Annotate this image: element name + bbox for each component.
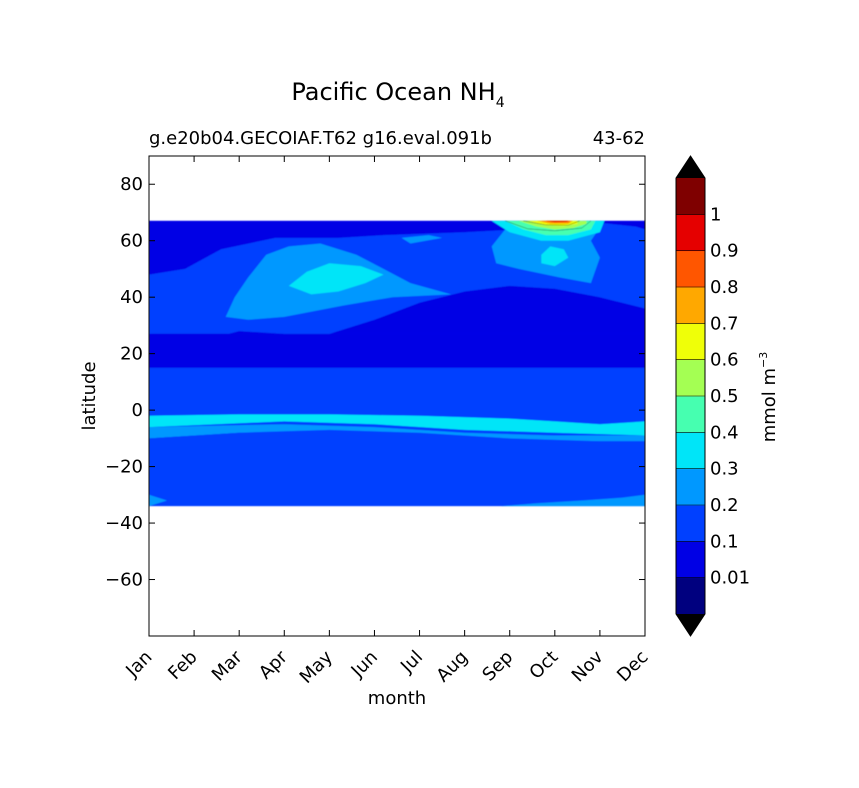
contour-fill-north-low-east xyxy=(581,220,645,230)
colorbar-tick-label: 0.3 xyxy=(710,459,739,480)
x-tick-label: Oct xyxy=(525,647,562,684)
contour-fill-northwest-low xyxy=(329,285,645,334)
colorbar-segment xyxy=(676,287,705,324)
contour-fill-small-02 xyxy=(401,235,443,244)
x-tick-label: Mar xyxy=(208,646,247,685)
y-tick-label: 80 xyxy=(120,174,143,195)
colorbar-label: mmol m−3 xyxy=(757,352,780,443)
contour-fill-north-low xyxy=(149,220,537,275)
colorbar-segment xyxy=(676,468,705,506)
colorbar-extend-min xyxy=(676,614,705,636)
x-tick-label: Jan xyxy=(121,647,156,682)
colorbar-tick-label: 0.7 xyxy=(710,313,739,334)
colorbar-segment xyxy=(676,505,705,542)
contour-fill-south-02-west xyxy=(149,494,167,507)
colorbar-segment xyxy=(676,250,705,288)
colorbar-segment xyxy=(676,359,705,397)
x-tick-label: Apr xyxy=(255,646,292,683)
colorbar-tick-label: 0.4 xyxy=(710,422,739,443)
colorbar: 0.01 0.1 0.2 0.3 0.4 0.5 0.6 0.7 0.8 0.9 1 xyxy=(675,155,750,637)
x-tick-label: Dec xyxy=(613,647,652,686)
x-tick-label: Nov xyxy=(568,646,608,686)
colorbar-tick-label: 0.2 xyxy=(710,495,739,516)
colorbar-segment xyxy=(676,541,705,579)
y-tick-label: 40 xyxy=(120,287,143,308)
y-axis-label: latitude xyxy=(79,361,100,430)
colorbar-tick-label: 0.6 xyxy=(710,350,739,371)
colorbar-tick-label: 0.1 xyxy=(710,531,739,552)
chart-subtitle-left: g.e20b04.GECOIAF.T62 g16.eval.091b xyxy=(149,128,492,149)
y-tick-label: −40 xyxy=(105,513,143,534)
colorbar-segment xyxy=(676,432,705,470)
y-axis: 80 60 40 20 0 −20 −40 −60 xyxy=(105,174,645,591)
colorbar-extend-max xyxy=(676,156,705,178)
contour-line xyxy=(523,220,580,226)
contour-fill-south-02 xyxy=(500,494,645,507)
colorbar-tick-label: 0.5 xyxy=(710,386,739,407)
colorbar-outline xyxy=(675,155,706,637)
x-tick-label: Aug xyxy=(432,647,472,687)
x-tick-label: Feb xyxy=(164,647,201,684)
contour-fill-may-03 xyxy=(288,263,384,295)
chart-title-text: Pacific Ocean NH xyxy=(291,78,495,106)
contour-fill-south-01 xyxy=(149,429,645,447)
colorbar-tick-label: 0.01 xyxy=(710,568,750,589)
colorbar-segment xyxy=(676,323,705,361)
contour-fill-sep-03 xyxy=(541,246,569,267)
y-tick-label: 0 xyxy=(132,400,143,421)
colorbar-tick-label: 0.9 xyxy=(710,241,739,262)
colorbar-segment xyxy=(676,178,705,215)
y-tick-label: −60 xyxy=(105,570,143,591)
contour-fill-equator-03 xyxy=(149,414,645,436)
chart-subtitle-right: 43-62 xyxy=(593,128,645,149)
x-tick-label: Sep xyxy=(478,647,517,686)
contour-fill-layer xyxy=(149,220,645,507)
contour-fill-subtropic-low xyxy=(149,333,645,368)
x-tick-label: May xyxy=(296,646,337,687)
plot-frame xyxy=(148,155,646,637)
contour-line xyxy=(505,220,592,232)
chart-title: Pacific Ocean NH4 xyxy=(291,78,504,111)
contour-fill-peak-09 xyxy=(545,220,569,223)
y-tick-label: −20 xyxy=(105,457,143,478)
y-tick-label: 20 xyxy=(120,344,143,365)
colorbar-label-text: mmol m xyxy=(759,368,780,442)
contour-fill-equator-01 xyxy=(149,398,645,416)
x-tick-label: Jul xyxy=(396,647,427,678)
x-tick-label: Jun xyxy=(347,647,382,682)
colorbar-segment xyxy=(676,214,705,252)
chart-title-subscript: 4 xyxy=(496,95,505,111)
contour-fill-low-west xyxy=(149,331,285,337)
colorbar-label-superscript: −3 xyxy=(757,352,770,368)
x-axis-label: month xyxy=(368,688,426,709)
y-tick-label: 60 xyxy=(120,231,143,252)
colorbar-segment xyxy=(676,577,705,615)
colorbar-tick-label: 0.8 xyxy=(710,277,739,298)
colorbar-tick-label: 1 xyxy=(710,204,721,225)
colorbar-segment xyxy=(676,396,705,433)
